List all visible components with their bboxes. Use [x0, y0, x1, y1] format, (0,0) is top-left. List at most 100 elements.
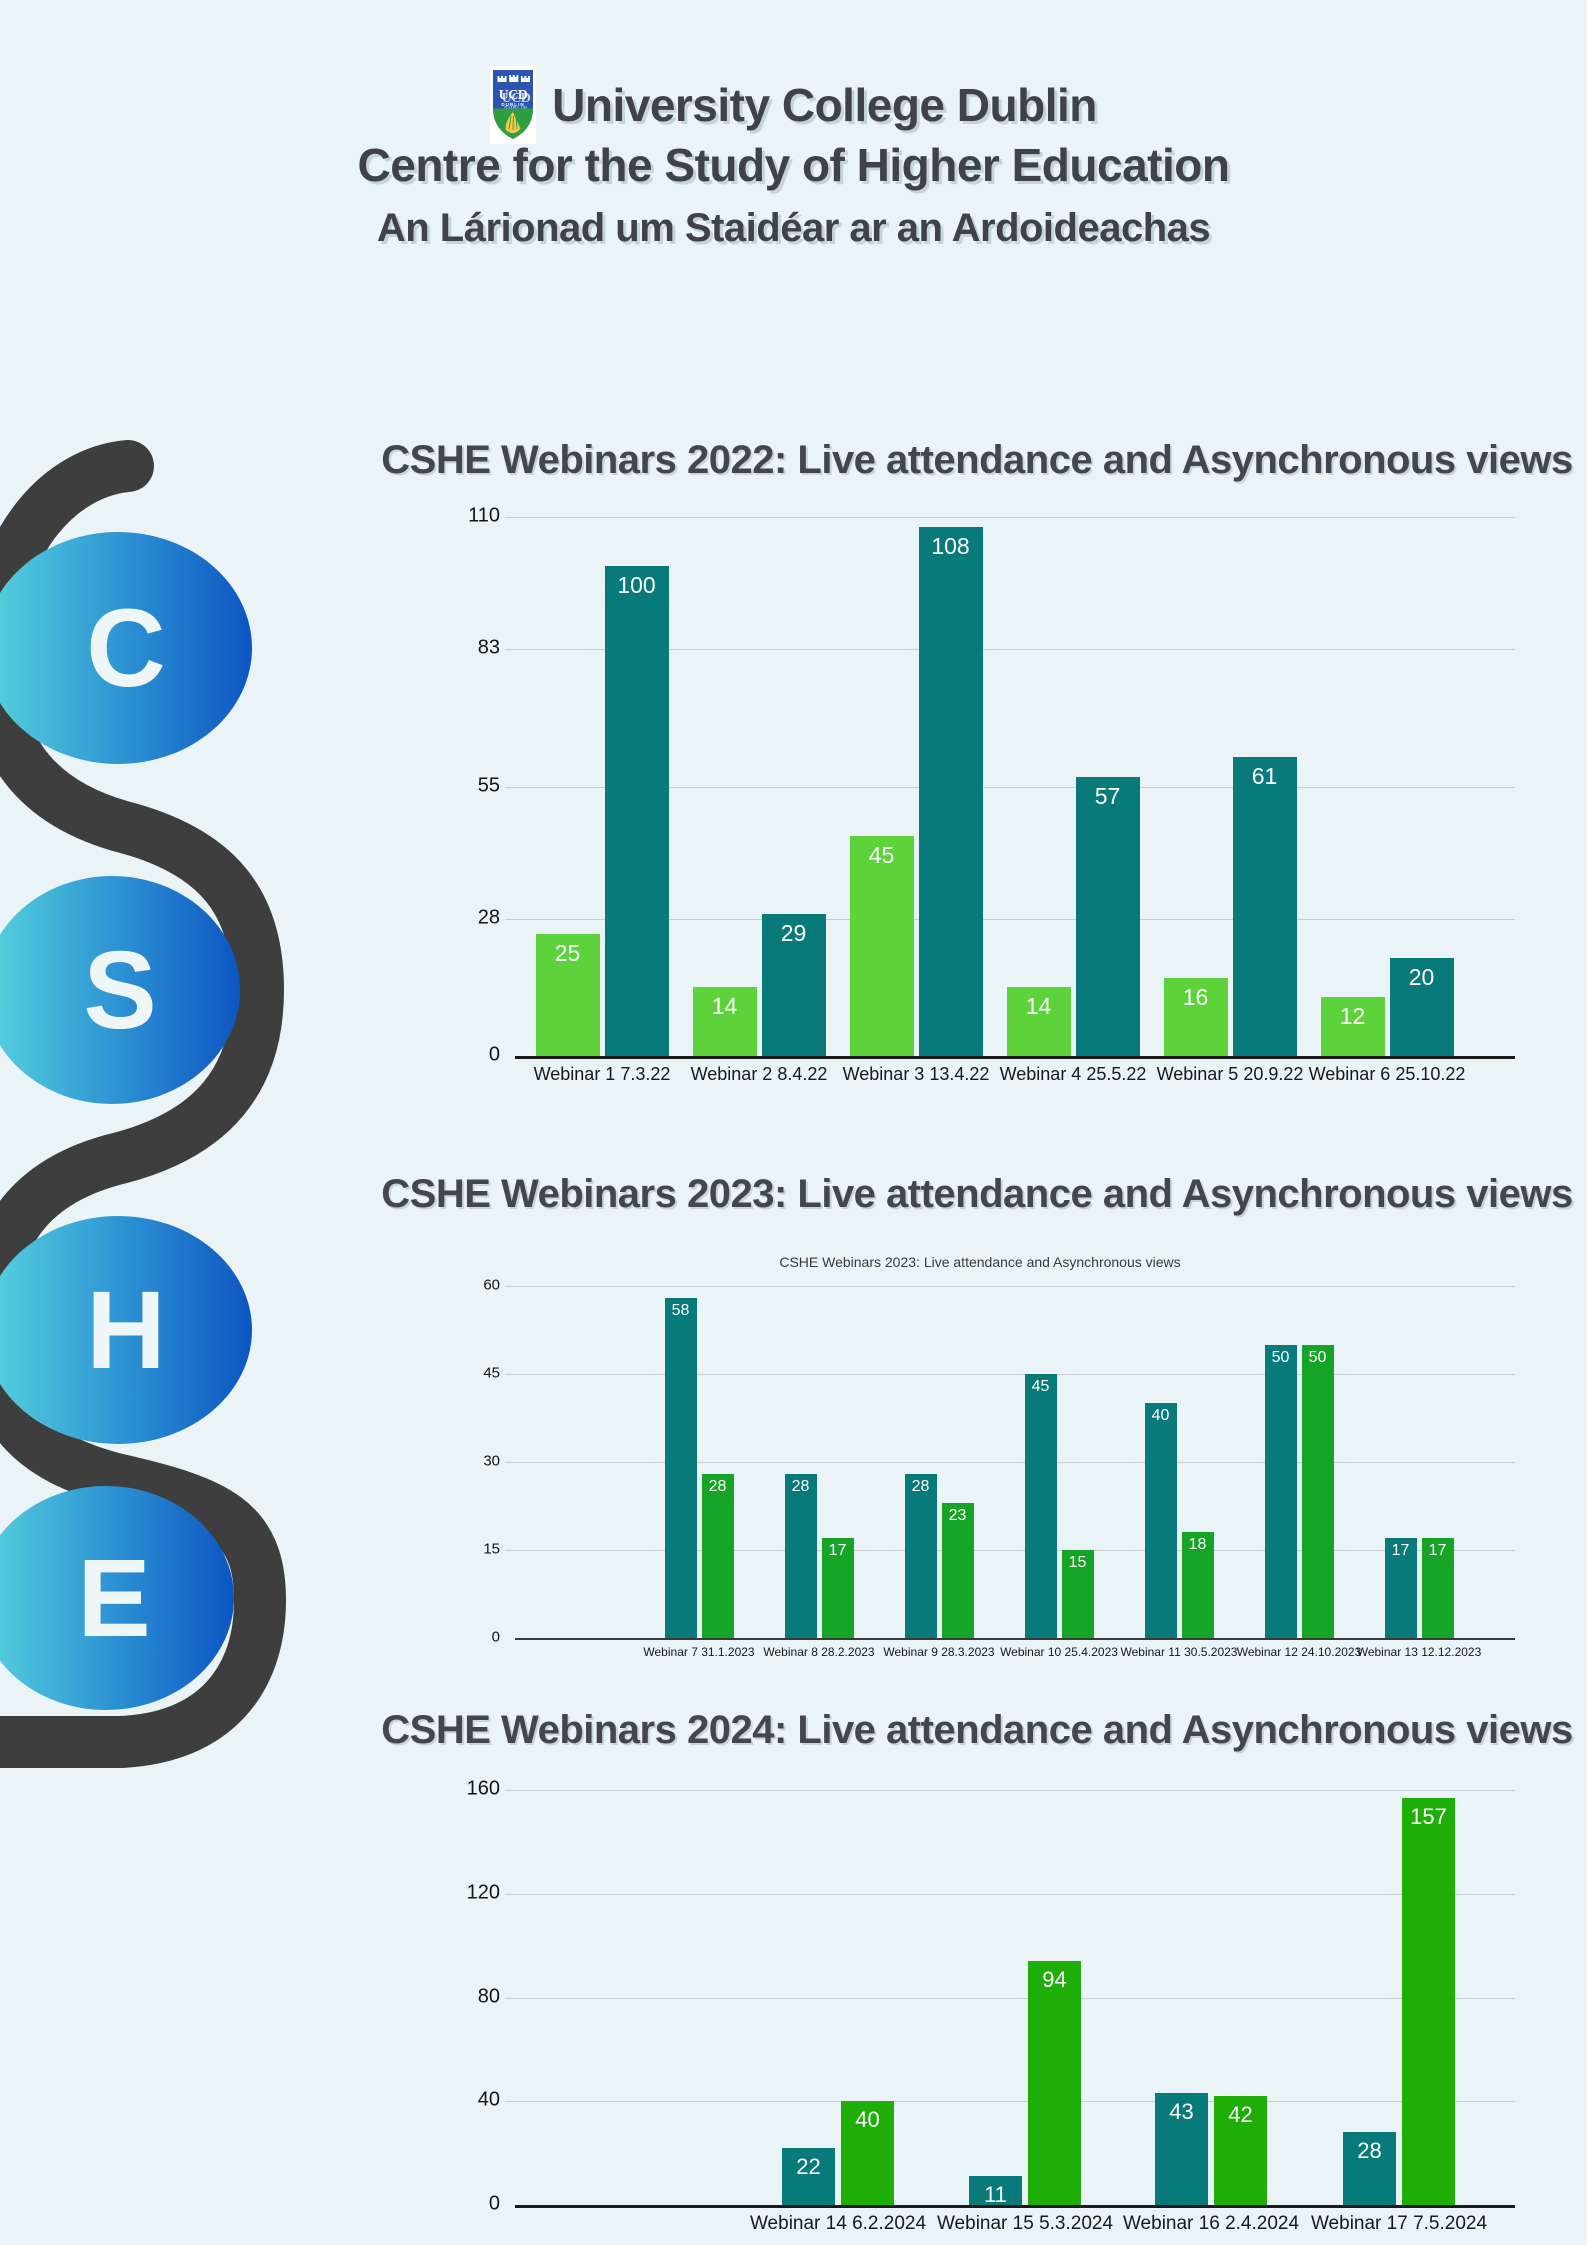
y-tick-label: 0	[491, 1628, 500, 1646]
x-axis-line	[515, 1638, 1515, 1640]
bar: 157	[1402, 1797, 1455, 2205]
bar-value-label: 45	[868, 841, 895, 868]
y-tick-label: 83	[477, 636, 500, 659]
ribbon-path	[0, 440, 287, 1768]
bar: 28	[701, 1473, 734, 1638]
gridline	[505, 1997, 1515, 1999]
y-tick-label: 30	[483, 1452, 500, 1470]
bar: 28	[1343, 2132, 1396, 2205]
bar: 17	[821, 1538, 854, 1638]
bar-value-label: 57	[1094, 782, 1121, 809]
bar: 20	[1389, 958, 1454, 1056]
logo-circle-e	[0, 1486, 234, 1710]
logo-letter-e: E	[77, 1537, 150, 1660]
bar-value-label: 100	[617, 572, 656, 598]
gridline	[505, 786, 1515, 788]
y-tick-label: 15	[483, 1540, 500, 1558]
bar-value-label: 40	[855, 2107, 880, 2133]
category-label: Webinar 2 8.4.22	[690, 1064, 828, 1084]
ucd-crest-logo: UCD DUBLIN	[490, 66, 537, 144]
gridline	[505, 1286, 1515, 1287]
bar: 57	[1075, 776, 1140, 1056]
y-tick-label: 40	[477, 2088, 500, 2111]
logo-circle-s	[0, 876, 240, 1104]
gridline	[505, 2101, 1515, 2103]
bar: 22	[782, 2147, 835, 2205]
crest-castles-icon	[497, 75, 531, 82]
bar: 23	[941, 1503, 974, 1638]
bar-value-label: 94	[1042, 1967, 1067, 1993]
bar-value-label: 45	[1031, 1378, 1050, 1395]
gridline	[505, 649, 1515, 651]
bar: 17	[1384, 1538, 1417, 1638]
gridline	[505, 1462, 1515, 1463]
category-label: Webinar 6 25.10.22	[1308, 1064, 1466, 1084]
bar: 17	[1421, 1538, 1454, 1638]
gridline	[505, 1790, 1515, 1791]
bar-value-label: 18	[1188, 1536, 1207, 1554]
bar: 45	[849, 835, 914, 1056]
bar-value-label: 28	[791, 1477, 810, 1495]
y-tick-label: 110	[468, 504, 500, 527]
bar-value-label: 14	[711, 993, 738, 1020]
bar-value-label: 42	[1228, 2102, 1253, 2128]
bar-value-label: 12	[1339, 1003, 1366, 1030]
y-tick-label: 55	[477, 773, 500, 796]
gridline	[505, 517, 1515, 518]
bar: 58	[664, 1297, 697, 1638]
bar: 12	[1320, 997, 1385, 1056]
header-line-1: UCD DUBLIN University College Dublin	[0, 66, 1587, 144]
category-label: Webinar 12 24.10.2023	[1236, 1645, 1362, 1659]
bar: 25	[535, 933, 600, 1056]
gridline	[505, 1893, 1515, 1895]
bar-value-label: 16	[1182, 983, 1209, 1010]
bar-value-label: 61	[1251, 763, 1278, 790]
category-label: Webinar 17 7.5.2024	[1310, 2213, 1488, 2234]
bar-value-label: 20	[1408, 964, 1435, 990]
bar: 28	[904, 1473, 937, 1638]
bar: 50	[1264, 1344, 1297, 1638]
bar-value-label: 11	[984, 2182, 1007, 2208]
bar: 40	[1144, 1403, 1177, 1638]
logo-letter-h: H	[86, 1269, 165, 1392]
crest-dublin-text: DUBLIN	[501, 102, 524, 107]
y-tick-label: 0	[488, 2192, 500, 2215]
bar: 42	[1214, 2096, 1267, 2205]
university-name: University College Dublin	[552, 79, 1097, 131]
bar-value-label: 58	[671, 1301, 690, 1319]
crest-harp-strings	[508, 115, 518, 131]
chart-2022-title: CSHE Webinars 2022: Live attendance and …	[381, 438, 1573, 482]
bar: 16	[1163, 977, 1228, 1056]
y-tick-label: 28	[477, 906, 500, 929]
category-label: Webinar 4 25.5.22	[999, 1064, 1147, 1084]
crest-ucd-text: UCD	[499, 88, 528, 103]
category-label: Webinar 1 7.3.22	[533, 1064, 671, 1084]
bar-value-label: 28	[708, 1477, 727, 1495]
bar-value-label: 157	[1410, 1803, 1447, 1829]
y-tick-label: 120	[466, 1881, 500, 1904]
centre-name-irish: An Lárionad um Staidéar ar an Ardoideach…	[376, 206, 1211, 250]
bar-value-label: 28	[1357, 2138, 1382, 2164]
bar-value-label: 108	[931, 532, 970, 559]
chart-2023-inner-title: CSHE Webinars 2023: Live attendance and …	[779, 1254, 1181, 1270]
bar-value-label: 28	[911, 1477, 930, 1495]
bar: 11	[969, 2176, 1022, 2208]
bar: 18	[1181, 1532, 1214, 1638]
gridline	[505, 1550, 1515, 1551]
bar-value-label: 43	[1169, 2099, 1194, 2125]
bar-value-label: 17	[828, 1542, 847, 1560]
bar-value-label: 29	[780, 919, 807, 946]
chart-2023-title: CSHE Webinars 2023: Live attendance and …	[381, 1172, 1573, 1216]
bar-value-label: 22	[796, 2153, 821, 2179]
category-label: Webinar 15 5.3.2024	[936, 2213, 1114, 2234]
bar: 14	[692, 987, 757, 1056]
category-label: Webinar 16 2.4.2024	[1122, 2213, 1300, 2234]
y-tick-label: 80	[477, 1984, 500, 2007]
bar-value-label: 50	[1308, 1348, 1327, 1366]
y-tick-label: 60	[483, 1276, 500, 1294]
bar: 94	[1028, 1961, 1081, 2205]
bar-value-label: 40	[1151, 1407, 1170, 1425]
centre-name: Centre for the Study of Higher Education	[357, 139, 1230, 191]
bar-value-label: 17	[1391, 1542, 1410, 1560]
